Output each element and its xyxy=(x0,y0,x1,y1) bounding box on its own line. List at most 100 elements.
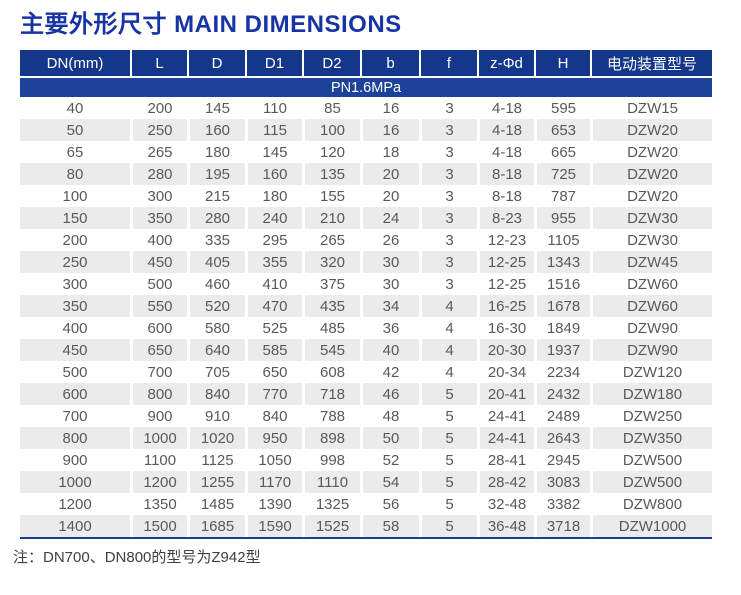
table-cell: DZW15 xyxy=(590,97,712,119)
table-cell: 36 xyxy=(360,317,419,339)
table-cell: DZW500 xyxy=(590,471,712,493)
dimensions-table: DN(mm) L D D1 D2 b f z-Φd H 电动装置型号 PN1.6MPa 40 200… xyxy=(20,50,712,539)
table-header: DN(mm) L D D1 D2 b f z-Φd H 电动装置型号 PN1.6MPa xyxy=(20,50,712,97)
table-cell: 520 xyxy=(187,295,245,317)
table-row: 900 1100 1125 1050 998 52 5 28-41 2945 DZW500 xyxy=(20,449,712,471)
table-cell: 265 xyxy=(130,141,187,163)
table-cell: 200 xyxy=(62,231,88,249)
table-cell: 3 xyxy=(419,163,477,185)
table-cell: 110 xyxy=(245,97,302,119)
table-cell: 1937 xyxy=(534,339,590,361)
column-header: H xyxy=(534,50,590,76)
table-cell: 1678 xyxy=(534,295,590,317)
table-cell: 16 xyxy=(360,119,419,141)
table-cell: 4 xyxy=(419,295,477,317)
table-cell: 1255 xyxy=(187,471,245,493)
table-cell: 20 xyxy=(360,163,419,185)
table-cell: 5 xyxy=(419,405,477,427)
table-cell: DZW350 xyxy=(590,427,712,449)
table-cell: 30 xyxy=(360,273,419,295)
table-cell: DZW120 xyxy=(590,361,712,383)
table-cell: DZW20 xyxy=(590,185,712,207)
table-cell: 20 xyxy=(360,185,419,207)
table-cell: 595 xyxy=(534,97,590,119)
table-cell: 1500 xyxy=(130,515,187,537)
table-row: 1200 1350 1485 1390 1325 56 5 32-48 3382 DZW800 xyxy=(20,493,712,515)
table-row: 65 265 180 145 120 18 3 4-18 665 DZW20 xyxy=(20,141,712,163)
table-cell: 4-18 xyxy=(477,119,534,141)
table-cell: 30 xyxy=(360,251,419,273)
table-cell: DZW90 xyxy=(590,339,712,361)
table-cell: 52 xyxy=(360,449,419,471)
table-cell: 195 xyxy=(187,163,245,185)
table-cell: 295 xyxy=(245,229,302,251)
table-cell: 80 xyxy=(20,163,130,185)
table-cell: 1849 xyxy=(534,317,590,339)
table-cell: 1685 xyxy=(187,515,245,537)
table-cell: 1110 xyxy=(302,471,360,493)
table-cell: 3 xyxy=(419,229,477,251)
table-cell: 16-25 xyxy=(477,295,534,317)
table-cell: 1000 xyxy=(20,471,130,493)
table-cell: 460 xyxy=(187,273,245,295)
table-cell: 705 xyxy=(187,361,245,383)
table-cell: 1100 xyxy=(130,449,187,471)
table-cell: 215 xyxy=(187,185,245,207)
table-cell: 400 xyxy=(130,229,187,251)
table-cell: 955 xyxy=(534,207,590,229)
table-cell: 56 xyxy=(360,493,419,515)
table-cell: 8-18 xyxy=(477,185,534,207)
table-cell: 40 xyxy=(66,99,84,117)
table-cell: 788 xyxy=(302,405,360,427)
table-cell: 5 xyxy=(419,515,477,537)
table-cell: 58 xyxy=(360,515,419,537)
table-cell: 280 xyxy=(187,207,245,229)
page-title: 主要外形尺寸 MAIN DIMENSIONS xyxy=(20,11,402,38)
table-cell: 265 xyxy=(302,229,360,251)
table-cell: 24-41 xyxy=(477,427,534,449)
table-cell: 1050 xyxy=(245,449,302,471)
table-cell: 300 xyxy=(62,275,88,293)
table-cell: 26 xyxy=(360,229,419,251)
table-cell: 12-25 xyxy=(477,251,534,273)
table-row: 1400 1500 1685 1590 1525 58 5 36-48 3718 DZW1000 xyxy=(20,515,712,537)
table-cell: 250 xyxy=(20,251,130,273)
table-cell: 470 xyxy=(245,295,302,317)
table-row: 1000 1200 1255 1170 1110 54 5 28-42 3083 DZW500 xyxy=(20,471,712,493)
table-cell: 65 xyxy=(66,143,84,161)
table-cell: 900 xyxy=(62,451,88,469)
table-cell: DZW30 xyxy=(590,229,712,251)
table-cell: 550 xyxy=(130,295,187,317)
table-cell: 1590 xyxy=(245,515,302,537)
table-cell: 2643 xyxy=(534,427,590,449)
table-cell: 46 xyxy=(360,383,419,405)
table-cell: 1125 xyxy=(187,449,245,471)
table-cell: 585 xyxy=(245,339,302,361)
table-row: 300 500 460 410 375 30 3 12-25 1516 DZW60 xyxy=(20,273,712,295)
table-cell: 16-30 xyxy=(477,317,534,339)
table-cell: 3 xyxy=(419,207,477,229)
table-cell: 1170 xyxy=(245,471,302,493)
table-cell: DZW90 xyxy=(590,317,712,339)
table-cell: 28-41 xyxy=(477,449,534,471)
table-cell: 5 xyxy=(419,427,477,449)
table-cell: 355 xyxy=(245,251,302,273)
table-cell: 85 xyxy=(302,97,360,119)
table-cell: DZW20 xyxy=(590,141,712,163)
table-cell: 240 xyxy=(245,207,302,229)
table-cell: 34 xyxy=(360,295,419,317)
table-cell: 2432 xyxy=(534,383,590,405)
table-cell: 1325 xyxy=(302,493,360,515)
table-cell: 20-34 xyxy=(477,361,534,383)
table-cell: 145 xyxy=(245,141,302,163)
table-cell: 350 xyxy=(20,295,130,317)
table-cell: 375 xyxy=(302,273,360,295)
table-cell: 950 xyxy=(245,427,302,449)
table-cell: 160 xyxy=(187,119,245,141)
table-cell: DZW180 xyxy=(590,383,712,405)
table-cell: 840 xyxy=(187,383,245,405)
table-cell: 12-25 xyxy=(477,273,534,295)
table-cell: 500 xyxy=(130,273,187,295)
table-cell: 5 xyxy=(419,449,477,471)
table-cell: 3083 xyxy=(534,471,590,493)
